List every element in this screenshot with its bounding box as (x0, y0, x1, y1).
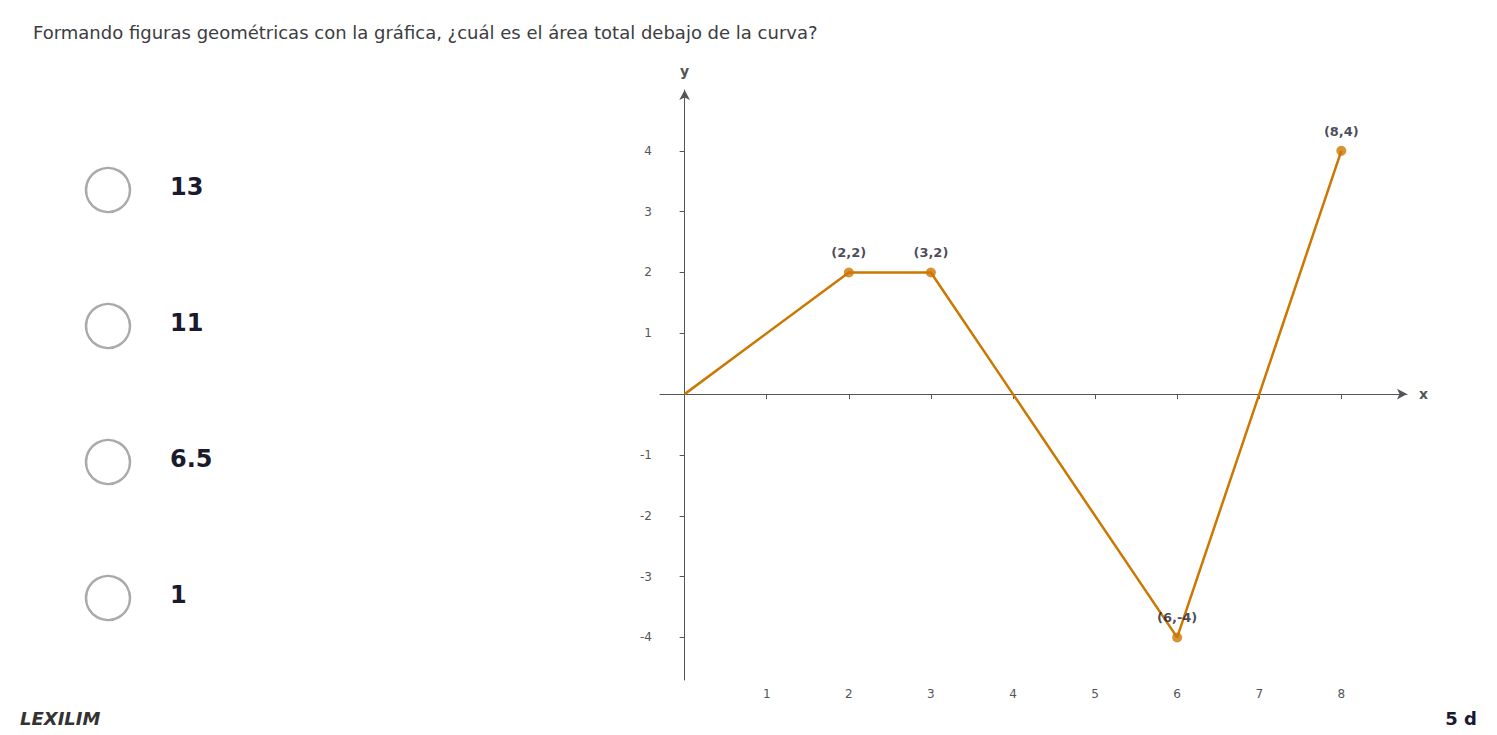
svg-text:Formando figuras geométricas c: Formando figuras geométricas con la gráf… (33, 22, 818, 43)
svg-text:4: 4 (644, 144, 652, 158)
svg-text:3: 3 (644, 205, 652, 219)
svg-text:(6,-4): (6,-4) (1157, 610, 1197, 625)
svg-text:7: 7 (1255, 687, 1263, 701)
svg-text:1: 1 (644, 326, 652, 340)
svg-text:LEXILIM: LEXILIM (20, 708, 101, 729)
svg-text:5: 5 (1091, 687, 1099, 701)
svg-text:6: 6 (1173, 687, 1181, 701)
svg-text:(2,2): (2,2) (831, 245, 866, 260)
svg-text:8: 8 (1338, 687, 1346, 701)
svg-text:11: 11 (170, 309, 203, 337)
svg-text:4: 4 (1009, 687, 1017, 701)
svg-text:1: 1 (763, 687, 771, 701)
svg-text:(3,2): (3,2) (913, 245, 948, 260)
svg-text:3: 3 (927, 687, 935, 701)
svg-text:-4: -4 (640, 630, 652, 644)
svg-text:6.5: 6.5 (170, 445, 213, 473)
svg-text:13: 13 (170, 173, 203, 201)
svg-text:-2: -2 (640, 509, 652, 523)
svg-text:x: x (1419, 386, 1428, 402)
svg-text:1: 1 (170, 581, 187, 609)
svg-text:-3: -3 (640, 570, 652, 584)
svg-text:2: 2 (644, 265, 652, 279)
svg-text:-1: -1 (640, 448, 652, 462)
svg-text:2: 2 (845, 687, 853, 701)
svg-text:(8,4): (8,4) (1324, 124, 1359, 139)
svg-text:5 d: 5 d (1445, 708, 1477, 729)
svg-text:y: y (680, 63, 689, 79)
